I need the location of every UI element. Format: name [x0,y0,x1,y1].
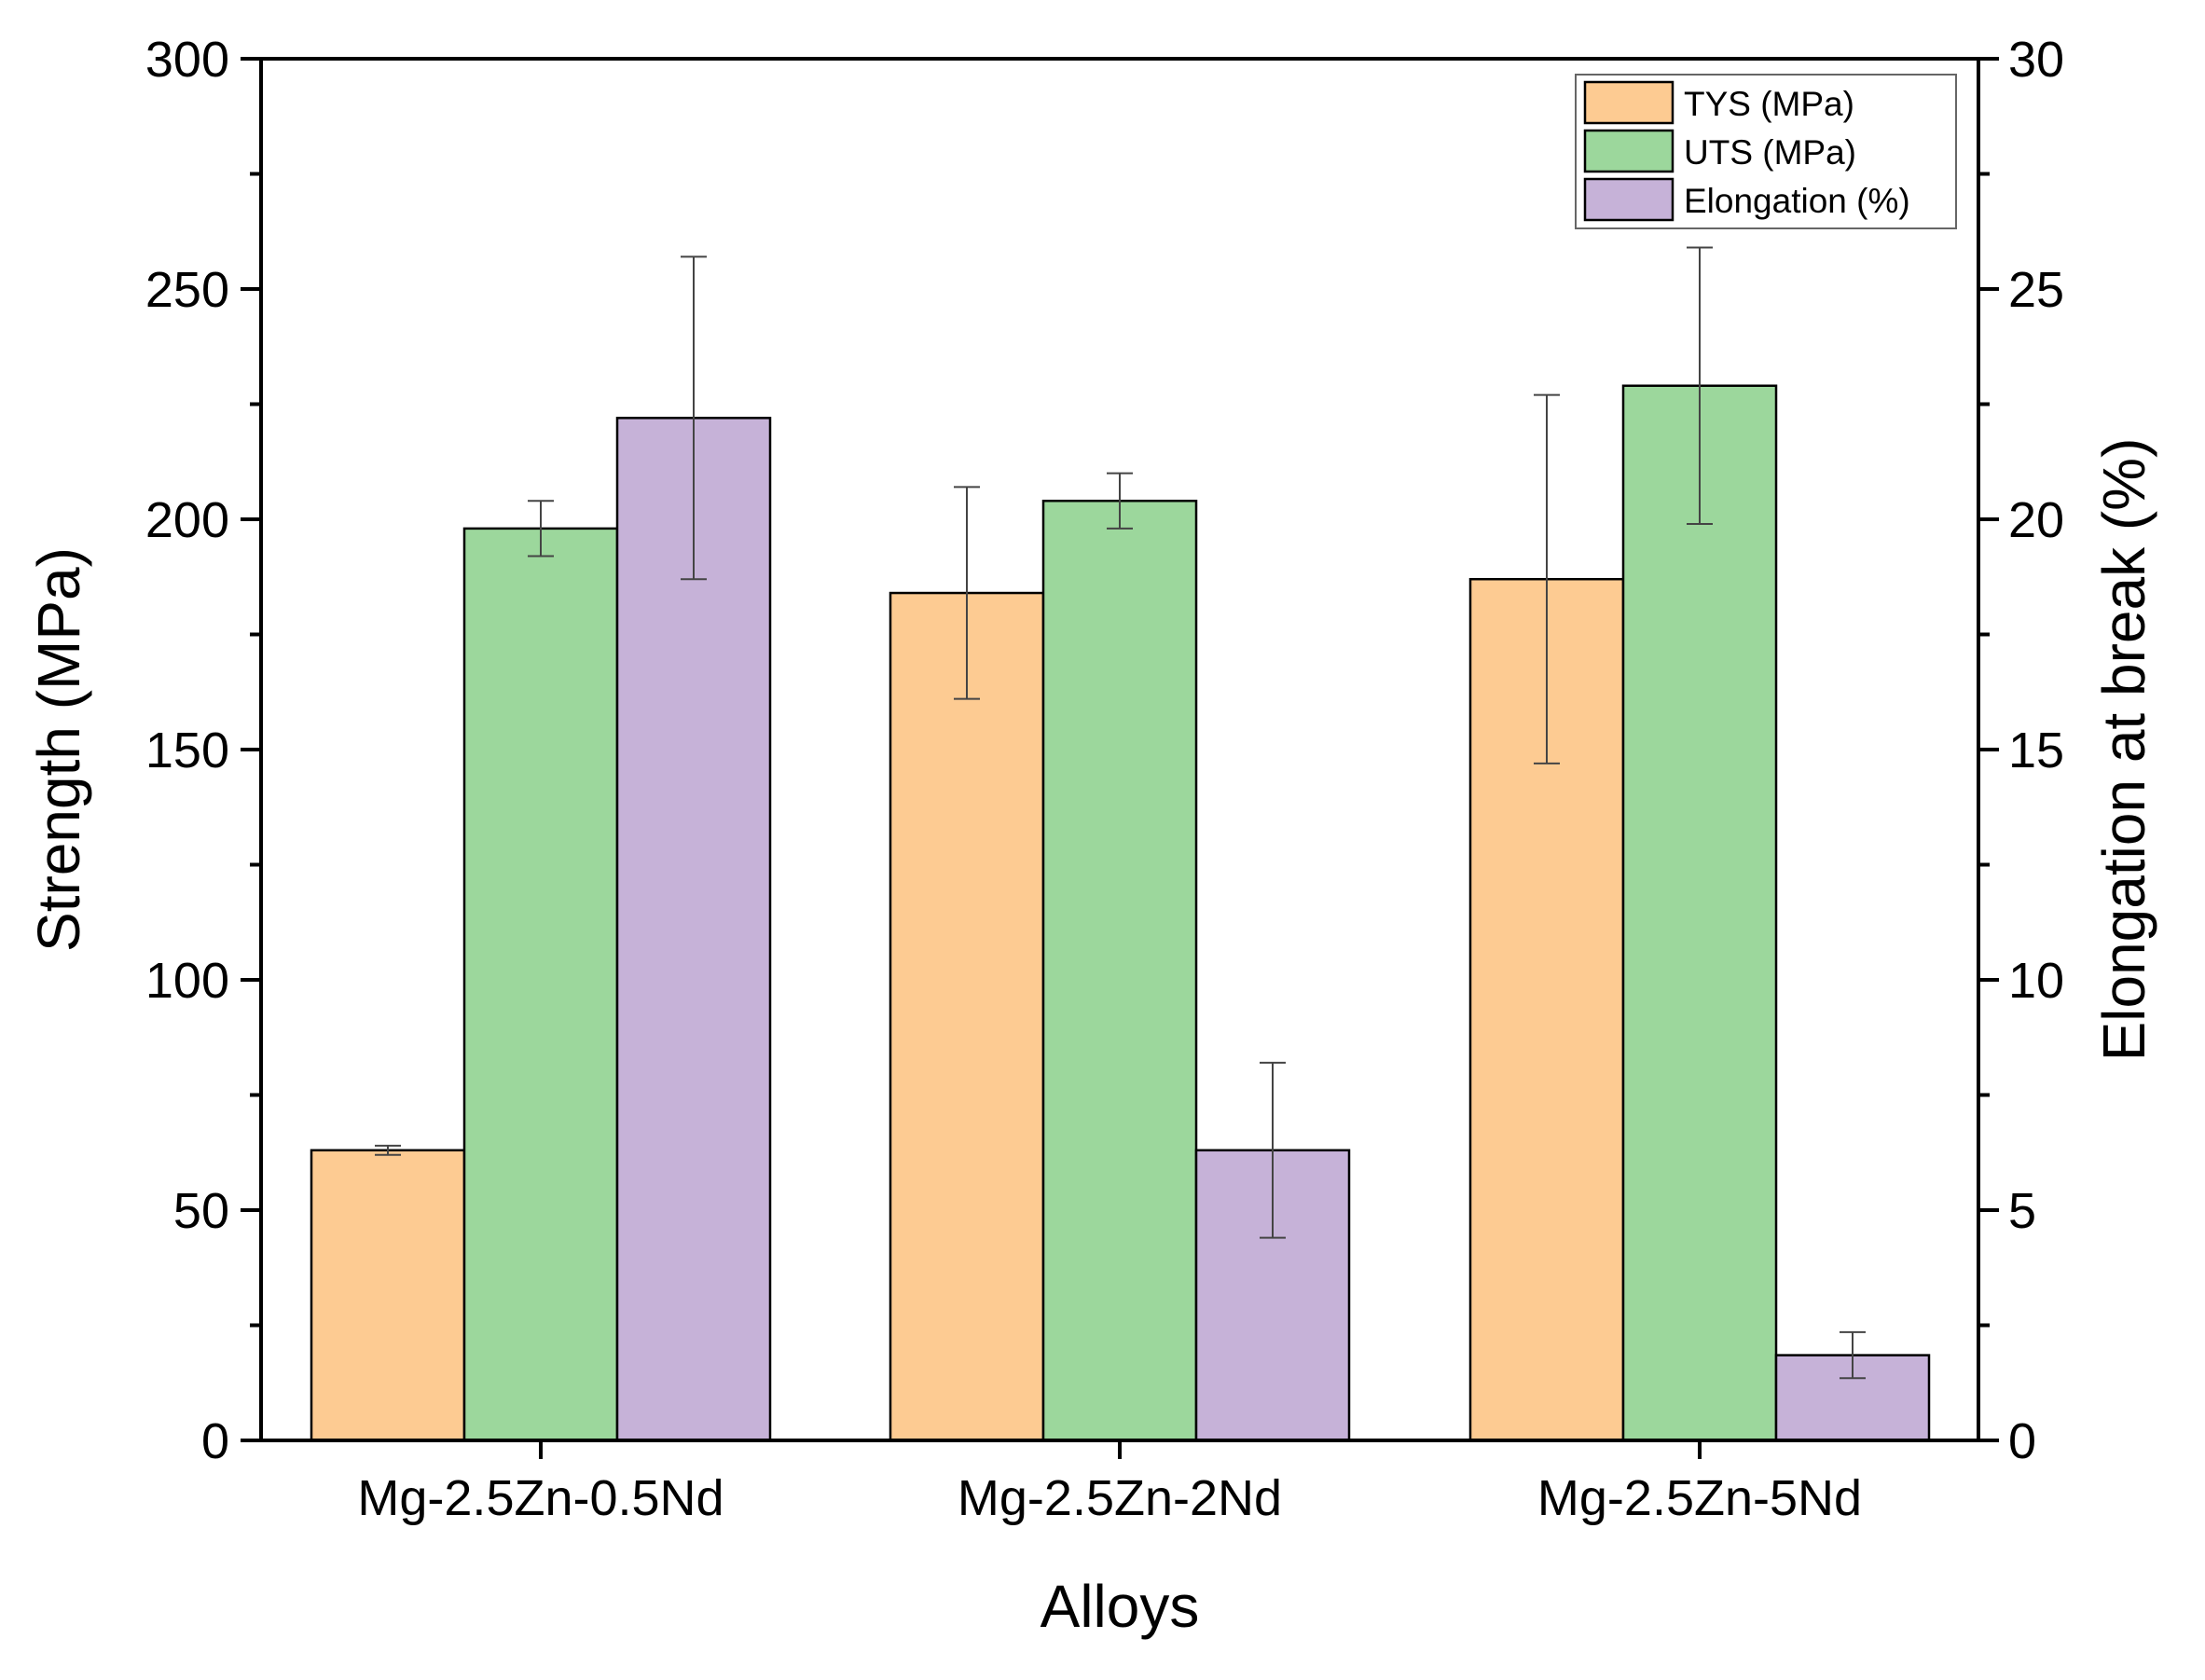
bar-uts-2 [1041,499,1198,1442]
left-tick-label: 0 [201,1413,229,1469]
y-axis-title: Strength (MPa) [25,547,92,952]
bar-uts-3 [1621,384,1778,1442]
legend-swatch-uts [1583,129,1674,173]
bar-uts-1 [462,527,619,1442]
right-tick-label: 30 [2008,32,2064,88]
x-tick-label: Mg-2.5Zn-5Nd [1537,1470,1862,1526]
left-axis: 0 50 100 150 200 250 300 [145,32,261,1469]
bar-elongation-1 [615,417,772,1442]
bar-tys-2 [889,591,1045,1442]
right-tick-label: 5 [2008,1183,2036,1239]
left-tick-label: 250 [145,262,229,318]
legend-label-uts: UTS (MPa) [1684,133,1856,172]
error-bar-tys-1 [375,1144,401,1156]
right-tick-label: 20 [2008,492,2064,548]
legend: TYS (MPa) UTS (MPa) Elongation (%) [1575,74,1957,229]
left-tick-label: 50 [173,1183,229,1239]
error-bar-tys-3 [1534,393,1560,764]
left-tick-label: 100 [145,953,229,1009]
right-tick-label: 25 [2008,262,2064,318]
x-tick-label: Mg-2.5Zn-0.5Nd [357,1470,724,1526]
error-bar-tys-2 [954,486,980,700]
y2-axis-title: Elongation at break (%) [2090,438,2157,1062]
error-bar-uts-1 [528,500,554,558]
right-axis: 0 5 10 15 20 25 30 [1978,32,2064,1469]
error-bar-uts-3 [1687,246,1713,525]
left-tick-label: 300 [145,32,229,88]
legend-swatch-tys [1583,80,1674,125]
legend-label-elongation: Elongation (%) [1684,182,1910,220]
bar-tys-1 [310,1149,466,1442]
right-tick-label: 10 [2008,953,2064,1009]
error-bar-elongation-2 [1260,1061,1286,1239]
error-bar-elongation-3 [1840,1330,1866,1380]
bars-layer [310,384,1931,1442]
legend-label-tys: TYS (MPa) [1684,85,1854,123]
x-tick-label: Mg-2.5Zn-2Nd [958,1470,1282,1526]
error-bars-layer [375,246,1866,1380]
error-bar-elongation-1 [681,255,707,581]
right-tick-label: 0 [2008,1413,2036,1469]
bar-elongation-3 [1774,1354,1931,1442]
left-tick-label: 200 [145,492,229,548]
x-axis: Mg-2.5Zn-0.5Nd Mg-2.5Zn-2Nd Mg-2.5Zn-5Nd [357,1440,1862,1526]
left-tick-label: 150 [145,723,229,778]
legend-swatch-elongation [1583,177,1674,222]
error-bar-uts-2 [1107,472,1133,530]
x-axis-title: Alloys [1040,1573,1200,1640]
right-tick-label: 15 [2008,723,2064,778]
